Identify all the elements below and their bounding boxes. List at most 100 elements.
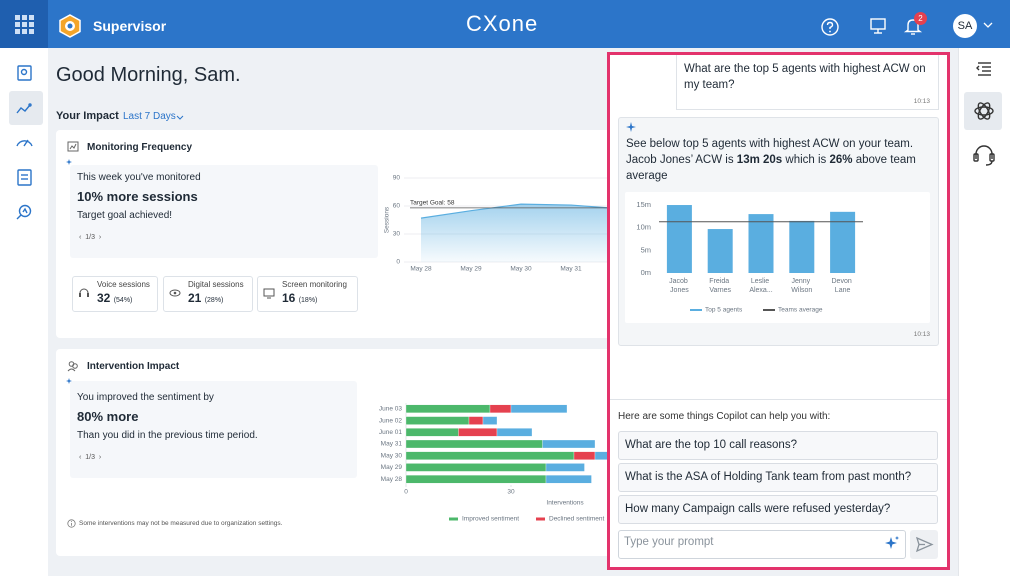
stat-box (72, 276, 158, 312)
period-select[interactable]: Last 7 Days (123, 111, 176, 122)
bar-segment (405, 439, 543, 449)
reply-segment: above team average (626, 154, 916, 182)
send-button[interactable] (910, 530, 938, 559)
x-tick-label: May 30 (510, 266, 532, 273)
summary-line: You improved the sentiment by (77, 392, 214, 403)
x-tick-label: Jenny Wilson (791, 278, 812, 294)
bar (748, 214, 774, 273)
stat-label: Voice sessions (97, 280, 150, 289)
pager[interactable]: ‹ 1/3 › (79, 454, 102, 461)
stat-share: (28%) (204, 297, 224, 304)
bar-segment (573, 451, 596, 460)
stat-share: (18%) (298, 297, 318, 304)
stat-number: 16 (282, 291, 296, 305)
prompt-input[interactable] (618, 530, 906, 559)
bar-segment (405, 404, 491, 414)
y-tick-label: May 30 (381, 452, 403, 459)
bar (707, 229, 733, 273)
nav-selected (9, 91, 43, 125)
suggestion[interactable]: What is the ASA of Holding Tank team fro… (618, 463, 938, 492)
area-line (420, 203, 607, 219)
card-icon (67, 141, 79, 152)
user-message: What are the top 5 agents with highest A… (684, 63, 926, 91)
stat-value: 16 (18%) (282, 291, 317, 305)
y-tick-label: 15m (636, 200, 651, 209)
summary-line: Target goal achieved! (77, 210, 173, 221)
right-rail (958, 48, 1010, 576)
x-tick-label: 0 (404, 489, 408, 496)
stat-label: Screen monitoring (282, 280, 347, 289)
rail-selected (964, 92, 1002, 130)
reply-chart: 0m 5m 10m 15m Jacob Jones Freida Varnes Leslie… (636, 200, 863, 314)
intervention-chart: 0 30 Interventions June 03 June 02 June 01 May… (379, 403, 607, 523)
impact-label: Your Impact (56, 110, 119, 122)
x-tick-label: May 29 (460, 266, 482, 273)
card-title: Monitoring Frequency (87, 142, 192, 153)
y-tick-label: June 02 (379, 417, 403, 424)
nav-icons[interactable] (0, 60, 48, 230)
card-title: Intervention Impact (87, 361, 180, 372)
legend-label: Improved sentiment (462, 516, 519, 523)
footnote: Some interventions may not be measured d… (79, 520, 283, 527)
app-launcher[interactable] (0, 0, 48, 48)
bar-segment (594, 451, 607, 460)
y-axis-label: Sessions (384, 206, 391, 233)
x-axis-label: Interventions (546, 500, 584, 507)
bar-segment (545, 463, 585, 472)
y-tick-label: 5m (641, 245, 651, 254)
bar-segment (405, 451, 575, 460)
avatar-caret (983, 22, 993, 28)
eye-icon (169, 289, 181, 297)
x-tick-label: May 28 (410, 266, 432, 273)
legend-swatch (449, 517, 458, 521)
stat-value: 21 (28%) (188, 291, 223, 305)
bar-segment (468, 416, 484, 425)
y-tick-label: 60 (393, 203, 401, 210)
stat-box (257, 276, 358, 312)
reply-segment: 13m 20s (736, 154, 783, 166)
info-icon (67, 519, 76, 528)
monitoring-chart: 0 30 60 90 Sessions May 28 May 29 May 30 May 31 T… (384, 175, 607, 273)
bar-segment (405, 416, 470, 425)
x-tick-label: 30 (507, 489, 515, 496)
x-tick-label: May 31 (560, 266, 582, 273)
y-tick-label: May 29 (381, 464, 403, 471)
x-tick-label: Freida Varnes (709, 278, 731, 294)
greeting: Good Morning, Sam. (56, 64, 241, 86)
bar-segment (405, 428, 459, 437)
legend-label: Declined sentiment (549, 516, 604, 523)
bar-segment (542, 439, 596, 449)
app-name: Supervisor (93, 18, 167, 34)
bell-icon[interactable] (903, 16, 923, 36)
y-tick-label: 0m (641, 268, 651, 277)
message-time: 10:13 (913, 331, 930, 338)
y-tick-label: May 28 (381, 476, 403, 483)
reply-segment: which is (782, 154, 830, 166)
period-caret (176, 115, 184, 120)
y-tick-label: June 03 (379, 406, 403, 413)
help-icon[interactable] (820, 17, 840, 37)
monitor-icon[interactable] (868, 16, 888, 36)
divider (610, 399, 947, 400)
suggestions-intro: Here are some things Copilot can help yo… (618, 411, 831, 422)
area (421, 204, 607, 262)
reply-segment: 26% (829, 154, 853, 166)
user-bubble (676, 55, 939, 110)
summary-line: This week you've monitored (77, 172, 201, 183)
top-bar (0, 0, 1010, 48)
avatar[interactable]: SA (953, 14, 977, 38)
bar-segment (405, 474, 547, 484)
x-tick-label: Jacob Jones (669, 278, 690, 294)
legend-swatch (536, 517, 545, 521)
pager[interactable]: ‹ 1/3 › (79, 234, 102, 241)
rail-icons[interactable] (958, 55, 1010, 175)
bar-segment (482, 416, 498, 425)
target-label: Target Goal: 58 (410, 200, 455, 207)
x-tick-label: Devon Lane (832, 278, 854, 294)
suggestion[interactable]: What are the top 10 call reasons? (618, 431, 938, 460)
suggestion[interactable]: How many Campaign calls were refused yes… (618, 495, 938, 524)
left-nav (0, 48, 48, 576)
summary-highlight: 80% more (77, 409, 139, 424)
ai-icon[interactable] (884, 535, 900, 551)
